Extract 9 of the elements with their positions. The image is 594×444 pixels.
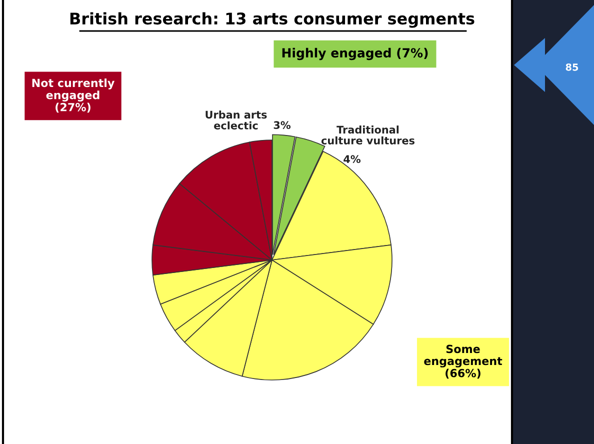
text: 85: [566, 63, 578, 71]
text: Not currently engaged (27%): [32, 78, 114, 113]
slice-label: Urban arts eclectic: [206, 110, 267, 130]
data-label: 4%: [344, 155, 361, 164]
data-label: 3%: [274, 121, 291, 130]
text: Some engagement (66%): [424, 344, 502, 379]
chart-title: British research: 13 arts consumer segments: [70, 12, 474, 28]
slice-label: Traditional culture vultures: [321, 126, 414, 144]
text: Highly engaged (7%): [282, 48, 428, 60]
